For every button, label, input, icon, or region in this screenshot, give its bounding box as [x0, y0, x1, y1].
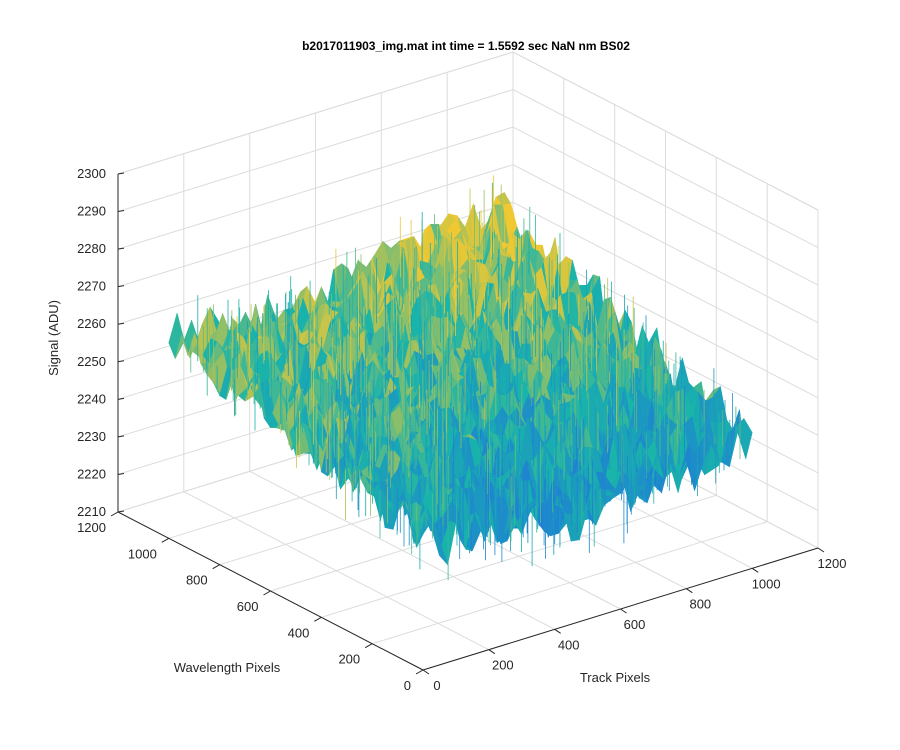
surface-mesh: [168, 175, 753, 581]
y-tick-mark: [314, 616, 322, 622]
x-axis-ticks: 0 200 400 600 800 1000 1200: [422, 547, 847, 693]
chart-title: b2017011903_img.mat int time = 1.5592 se…: [302, 39, 630, 53]
x-tick-mark: [422, 669, 430, 675]
z-tick-mark: [117, 397, 125, 400]
x-tick-mark: [817, 547, 825, 553]
z-tick-mark: [117, 510, 125, 513]
z-tick-label: 2300: [77, 166, 106, 181]
y-tick-label: 200: [338, 652, 360, 667]
y-tick-label: 1200: [77, 520, 106, 535]
z-tick-label: 2210: [77, 504, 106, 519]
y-axis-ticks: 0 200 400 600 800 1000 1200: [77, 511, 424, 693]
grid-line-z: [117, 51, 819, 211]
z-tick-label: 2260: [77, 316, 106, 331]
y-tick-mark: [110, 511, 119, 517]
x-axis-label: Track Pixels: [580, 670, 651, 685]
box-top-edge: [117, 51, 819, 211]
x-tick-label: 800: [689, 597, 711, 612]
y-tick-mark: [212, 564, 220, 570]
y-tick-label: 800: [186, 573, 208, 588]
z-tick-label: 2230: [77, 429, 106, 444]
z-axis-label: Signal (ADU): [46, 300, 61, 376]
z-tick-label: 2290: [77, 204, 106, 219]
y-tick-label: 1000: [128, 546, 157, 561]
x-tick-label: 200: [492, 658, 514, 673]
z-axis-ticks: 2210 2220 2230 2240 2250 2260 2270 2280 2290 2300: [77, 166, 125, 519]
x-tick-label: 400: [558, 637, 580, 652]
x-tick-label: 1200: [818, 556, 847, 571]
z-tick-mark: [117, 322, 125, 325]
y-tick-label: 0: [404, 678, 411, 693]
z-tick-mark: [117, 172, 125, 175]
y-tick-label: 400: [288, 625, 310, 640]
x-tick-label: 600: [624, 617, 646, 632]
z-tick-label: 2270: [77, 279, 106, 294]
y-tick-mark: [415, 669, 424, 675]
x-tick-mark: [751, 567, 759, 573]
z-tick-mark: [117, 360, 125, 363]
z-tick-mark: [117, 285, 125, 288]
z-tick-mark: [117, 472, 125, 475]
x-tick-mark: [554, 628, 561, 634]
z-tick-label: 2280: [77, 241, 106, 256]
y-axis-label: Wavelength Pixels: [174, 660, 281, 675]
y-tick-label: 600: [237, 599, 259, 614]
y-tick-mark: [364, 643, 373, 649]
z-tick-label: 2250: [77, 354, 106, 369]
z-tick-label: 2220: [77, 466, 106, 481]
surface-patch: [416, 518, 432, 548]
z-tick-label: 2240: [77, 391, 106, 406]
y-tick-mark: [263, 590, 271, 596]
y-tick-mark: [161, 537, 170, 543]
z-tick-mark: [117, 210, 125, 213]
z-tick-mark: [117, 435, 125, 438]
x-tick-label: 0: [433, 678, 440, 693]
x-tick-mark: [620, 608, 627, 614]
z-tick-mark: [117, 247, 125, 250]
x-tick-mark: [488, 649, 496, 655]
x-tick-mark: [686, 588, 693, 594]
x-tick-label: 1000: [752, 576, 781, 591]
